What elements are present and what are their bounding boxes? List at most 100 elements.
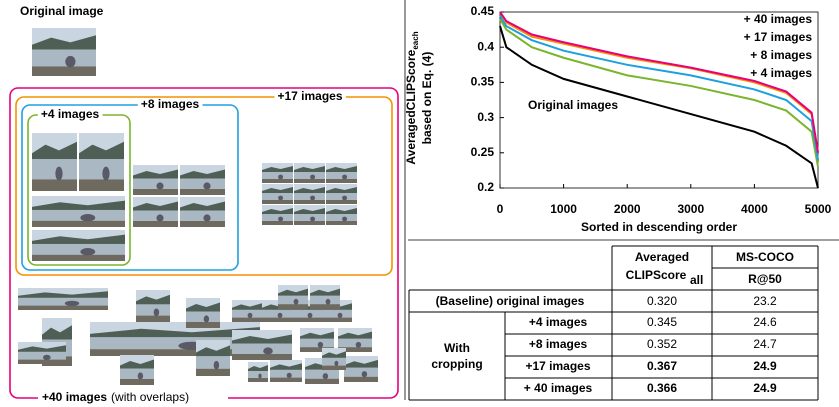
image-tile (32, 28, 96, 76)
tile-ground (262, 318, 292, 322)
image-tile (32, 230, 125, 261)
tile-bird (362, 371, 367, 377)
image-tile (262, 205, 293, 225)
header: R@50 (748, 272, 782, 286)
y-tick-label: 0.25 (471, 145, 495, 159)
tile-water (262, 193, 293, 200)
tile-water (305, 370, 339, 379)
tile-bird (342, 196, 347, 201)
image-tile (262, 184, 293, 204)
tile-ground (32, 179, 77, 191)
tile-water (232, 310, 262, 318)
y-axis-label-text: AveragedCLIPScore (404, 49, 418, 164)
tile-bird (258, 374, 261, 379)
image-tile (79, 133, 124, 191)
x-tick-label: 3000 (677, 202, 704, 216)
tile-water (136, 304, 170, 315)
tile-ground (196, 369, 230, 376)
tile-ground (326, 200, 357, 204)
cell: 24.7 (753, 337, 777, 351)
chart: AveragedCLIPScoreeach based on Eq. (4) S… (404, 4, 831, 234)
tile-water (344, 368, 378, 377)
image-tile (326, 205, 357, 225)
image-tile (18, 342, 66, 364)
crop-label: +4 images (41, 107, 100, 121)
tile-bird (342, 217, 347, 222)
tile-water (79, 159, 124, 179)
header-subscript: all (690, 273, 703, 287)
tile-ground (120, 379, 154, 385)
tile-water (180, 179, 225, 190)
image-tile (248, 362, 268, 382)
tile-bird (287, 373, 292, 378)
tile-ground (322, 366, 346, 370)
tile-bird (154, 309, 159, 317)
tile-ground (326, 179, 357, 183)
tile-ground (292, 318, 322, 322)
tile-bird (102, 167, 109, 181)
original-label: Original image (20, 4, 104, 18)
tile-bird (278, 313, 283, 318)
image-tile (294, 184, 325, 204)
x-tick-label: 2000 (614, 202, 641, 216)
image-tile (326, 184, 357, 204)
tile-bird (318, 342, 323, 348)
tile-ground (18, 360, 66, 364)
tile-bird (342, 175, 347, 180)
tile-ground (32, 255, 125, 261)
image-tile (270, 360, 302, 382)
tile-water (310, 296, 340, 304)
row-label: + 40 images (524, 381, 593, 395)
tile-ground (262, 179, 293, 183)
tile-ground (232, 318, 262, 322)
tile-bird (323, 373, 328, 379)
image-tile (262, 163, 293, 183)
image-tile (344, 356, 378, 382)
figure: Original image +4 images+8 images+17 ima… (0, 0, 839, 407)
cell: 24.6 (753, 315, 777, 329)
header: MS-COCO (736, 250, 794, 264)
cell: 0.345 (647, 315, 677, 329)
tile-bird (156, 182, 163, 189)
tile-ground (133, 221, 178, 227)
tile-ground (294, 221, 325, 225)
tile-ground (310, 304, 340, 309)
row-label: +8 images (529, 337, 588, 351)
image-tile (232, 300, 262, 322)
tile-water (180, 211, 225, 222)
x-tick-label: 0 (497, 202, 504, 216)
y-axis-label-subscript: each (411, 31, 420, 49)
tile-ground (322, 318, 352, 322)
y-tick-label: 0.35 (471, 75, 495, 89)
tile-water (326, 214, 357, 221)
tile-bird (310, 217, 315, 222)
image-tile (322, 348, 346, 370)
image-tile (18, 288, 108, 310)
tile-ground (180, 221, 225, 227)
tile-bird (80, 214, 95, 221)
image-tile (133, 197, 178, 227)
y-tick-label: 0.3 (477, 110, 494, 124)
image-tile (196, 340, 230, 376)
legend-label: + 40 images (744, 12, 813, 26)
legend-label: + 4 images (750, 66, 812, 80)
tile-bird (310, 175, 315, 180)
tile-water (120, 369, 154, 380)
cell: 0.366 (647, 381, 677, 395)
header: Averaged (635, 250, 689, 264)
crop-note: (with overlaps) (111, 390, 189, 404)
tile-water (262, 172, 293, 179)
tile-ground (278, 304, 308, 309)
legend-label: + 17 images (744, 30, 813, 44)
tile-bird (156, 214, 163, 221)
tile-water (270, 370, 302, 378)
tile-ground (294, 179, 325, 183)
tile-water (133, 211, 178, 222)
group-label: With (444, 341, 470, 355)
tile-water (322, 358, 346, 366)
tile-ground (232, 354, 292, 360)
tile-water (300, 339, 334, 347)
image-tile (32, 196, 125, 227)
tile-water (278, 296, 308, 304)
tile-ground (262, 200, 293, 204)
